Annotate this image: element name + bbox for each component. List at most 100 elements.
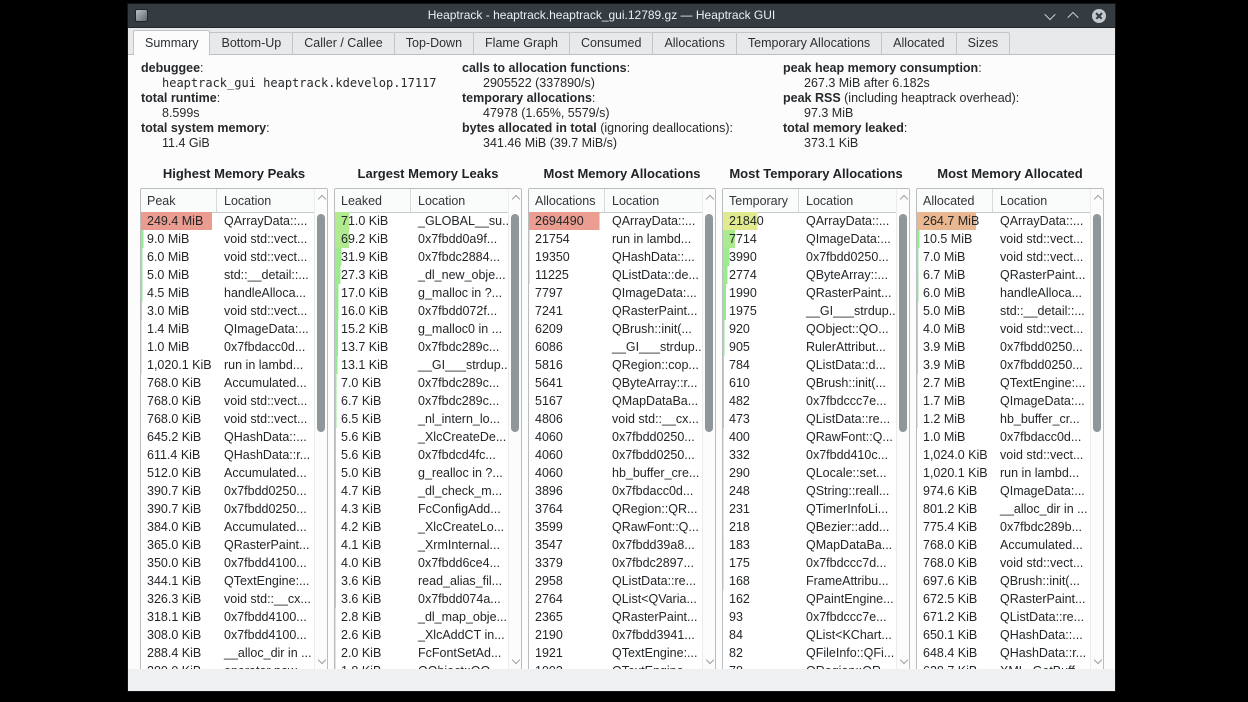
table-row[interactable]: 2190 0x7fbdd3941... [529, 626, 703, 644]
scroll-up-icon[interactable] [511, 194, 520, 204]
maximize-icon[interactable] [1067, 11, 1079, 23]
table-row[interactable]: 308.0 KiB 0x7fbdd4100... [141, 626, 315, 644]
table-row[interactable]: 2764 QList<QVaria... [529, 590, 703, 608]
scroll-down-icon[interactable] [511, 655, 520, 665]
table-row[interactable]: 671.2 KiB QListData::re... [917, 608, 1091, 626]
table-row[interactable]: 5.0 KiB g_realloc in ?... [335, 464, 509, 482]
table-row[interactable]: 801.2 KiB __alloc_dir in ... [917, 500, 1091, 518]
scrollbar-thumb[interactable] [317, 214, 325, 432]
vertical-scrollbar[interactable] [896, 189, 909, 669]
table-row[interactable]: 17.0 KiB g_malloc in ?... [335, 284, 509, 302]
table-row[interactable]: 4806 void std::__cx... [529, 410, 703, 428]
table-row[interactable]: 2694490 QArrayData::... [529, 212, 703, 230]
scrollbar-thumb[interactable] [899, 214, 907, 432]
column-header-location[interactable]: Location [993, 189, 1091, 212]
table-row[interactable]: 218 QBezier::add... [723, 518, 897, 536]
vertical-scrollbar[interactable] [1090, 189, 1103, 669]
table-row[interactable]: 2.6 KiB _XlcAddCT in... [335, 626, 509, 644]
column-header-location[interactable]: Location [605, 189, 703, 212]
table-row[interactable]: 27.3 KiB _dl_new_obje... [335, 266, 509, 284]
table-row[interactable]: 231 QTimerInfoLi... [723, 500, 897, 518]
table-row[interactable]: 288.4 KiB __alloc_dir in ... [141, 644, 315, 662]
scrollbar-thumb[interactable] [705, 214, 713, 432]
table-row[interactable]: 2774 QByteArray::... [723, 266, 897, 284]
table-row[interactable]: 15.2 KiB g_malloc0 in ... [335, 320, 509, 338]
table-row[interactable]: 16.0 KiB 0x7fbdd072f... [335, 302, 509, 320]
table-row[interactable]: 1903QTextEngine... [529, 662, 703, 669]
table-row[interactable]: 4.1 KiB _XrmInternal... [335, 536, 509, 554]
table-row[interactable]: 784 QListData::d... [723, 356, 897, 374]
table-row[interactable]: 19350 QHashData::... [529, 248, 703, 266]
table-row[interactable]: 768.0 KiB void std::vect... [141, 392, 315, 410]
table-row[interactable]: 512.0 KiB Accumulated... [141, 464, 315, 482]
table-row[interactable]: 4.0 KiB 0x7fbdd6ce4... [335, 554, 509, 572]
table-row[interactable]: 384.0 KiB Accumulated... [141, 518, 315, 536]
table-row[interactable]: 3.6 KiB read_alias_fil... [335, 572, 509, 590]
table-row[interactable]: 1975 __GI___strdup... [723, 302, 897, 320]
table-row[interactable]: 13.7 KiB 0x7fbdc289c... [335, 338, 509, 356]
table-row[interactable]: 473 QListData::re... [723, 410, 897, 428]
table-row[interactable]: 672.5 KiB QRasterPaint... [917, 590, 1091, 608]
table-row[interactable]: 175 0x7fbdccc7d... [723, 554, 897, 572]
table-row[interactable]: 1921 QTextEngine:... [529, 644, 703, 662]
table-row[interactable]: 5167 QMapDataBa... [529, 392, 703, 410]
tab-consumed[interactable]: Consumed [568, 32, 654, 54]
table-row[interactable]: 4060 0x7fbdd0250... [529, 428, 703, 446]
table-row[interactable]: 21840 QArrayData::... [723, 212, 897, 230]
table-row[interactable]: 1.7 MiB QImageData:... [917, 392, 1091, 410]
table-row[interactable]: 78QRegion::QR... [723, 662, 897, 669]
table-row[interactable]: 4060 hb_buffer_cre... [529, 464, 703, 482]
scroll-up-icon[interactable] [705, 194, 714, 204]
table-row[interactable]: 3.9 MiB 0x7fbdd0250... [917, 356, 1091, 374]
table-row[interactable]: 390.7 KiB 0x7fbdd0250... [141, 500, 315, 518]
table-row[interactable]: 248 QString::reall... [723, 482, 897, 500]
tab-top-down[interactable]: Top-Down [393, 32, 475, 54]
close-icon[interactable] [1092, 8, 1106, 23]
table-row[interactable]: 264.7 MiB QArrayData::... [917, 212, 1091, 230]
table-row[interactable]: 3764 QRegion::QR... [529, 500, 703, 518]
table-row[interactable]: 2.7 MiB QTextEngine:... [917, 374, 1091, 392]
table-row[interactable]: 326.3 KiB void std::__cx... [141, 590, 315, 608]
table-row[interactable]: 7714 QImageData:... [723, 230, 897, 248]
table-row[interactable]: 7797 QImageData:... [529, 284, 703, 302]
table-row[interactable]: 3990 0x7fbdd0250... [723, 248, 897, 266]
table-row[interactable]: 5.6 KiB 0x7fbdcd4fc... [335, 446, 509, 464]
table-row[interactable]: 6.7 KiB 0x7fbdc289c... [335, 392, 509, 410]
tab-flame-graph[interactable]: Flame Graph [473, 32, 570, 54]
table-row[interactable]: 183 QMapDataBa... [723, 536, 897, 554]
table-row[interactable]: 7241 QRasterPaint... [529, 302, 703, 320]
column-header-location[interactable]: Location [799, 189, 897, 212]
tab-summary[interactable]: Summary [133, 30, 211, 55]
table-row[interactable]: 1.0 MiB 0x7fbdacc0d... [141, 338, 315, 356]
tab-sizes[interactable]: Sizes [955, 32, 1011, 54]
table-row[interactable]: 6086 __GI___strdup... [529, 338, 703, 356]
table-row[interactable]: 3.9 MiB 0x7fbdd0250... [917, 338, 1091, 356]
column-header-peak[interactable]: Peak [141, 189, 217, 212]
table-row[interactable]: 350.0 KiB 0x7fbdd4100... [141, 554, 315, 572]
vertical-scrollbar[interactable] [702, 189, 715, 669]
table-row[interactable]: 1,020.1 KiB run in lambd... [141, 356, 315, 374]
table-row[interactable]: 4060 0x7fbdd0250... [529, 446, 703, 464]
table-row[interactable]: 5816 QRegion::cop... [529, 356, 703, 374]
table-row[interactable]: 5.0 MiB std::__detail::... [917, 302, 1091, 320]
table-row[interactable]: 162 QPaintEngine... [723, 590, 897, 608]
table-row[interactable]: 4.2 KiB _XlcCreateLo... [335, 518, 509, 536]
table-row[interactable]: 6.5 KiB _nl_intern_lo... [335, 410, 509, 428]
table-row[interactable]: 7.0 MiB void std::vect... [917, 248, 1091, 266]
table-row[interactable]: 768.0 KiB Accumulated... [917, 536, 1091, 554]
scroll-down-icon[interactable] [705, 655, 714, 665]
table-row[interactable]: 168 FrameAttribu... [723, 572, 897, 590]
scrollbar-thumb[interactable] [511, 214, 519, 432]
table-row[interactable]: 3547 0x7fbdd39a8... [529, 536, 703, 554]
table-row[interactable]: 645.2 KiB QHashData::... [141, 428, 315, 446]
column-header-allocated[interactable]: Allocated [917, 189, 993, 212]
table-row[interactable]: 6.7 MiB QRasterPaint... [917, 266, 1091, 284]
scroll-up-icon[interactable] [1093, 194, 1102, 204]
table-row[interactable]: 6209 QBrush::init(... [529, 320, 703, 338]
table-row[interactable]: 21754 run in lambd... [529, 230, 703, 248]
table-row[interactable]: 1,020.1 KiB run in lambd... [917, 464, 1091, 482]
table-row[interactable]: 768.0 KiB void std::vect... [917, 554, 1091, 572]
tab-allocated[interactable]: Allocated [881, 32, 957, 54]
column-header-temporary[interactable]: Temporary [723, 189, 799, 212]
table-row[interactable]: 920 QObject::QO... [723, 320, 897, 338]
